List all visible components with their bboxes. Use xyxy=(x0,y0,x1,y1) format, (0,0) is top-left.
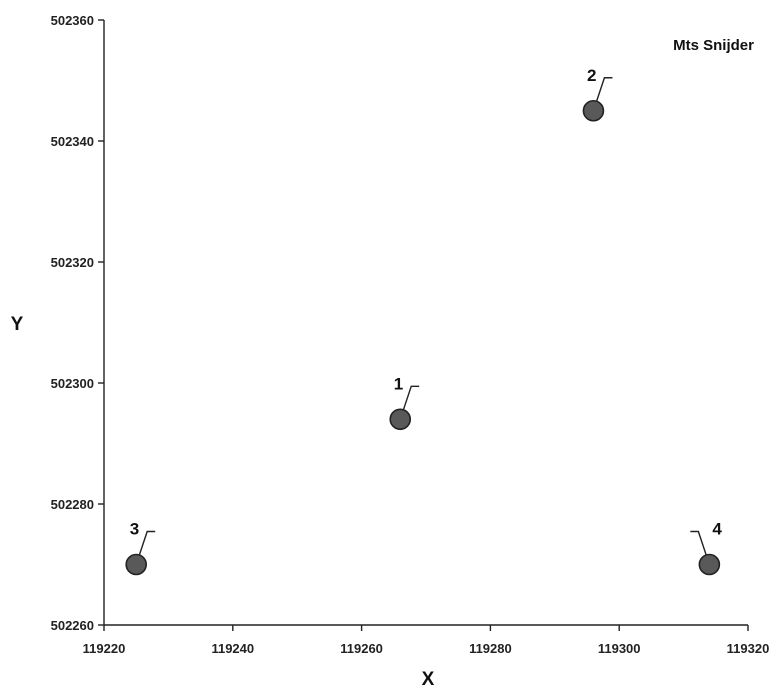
data-point-2 xyxy=(582,99,605,122)
x-tick-label: 119320 xyxy=(727,641,770,656)
y-tick-label: 502300 xyxy=(51,376,94,391)
y-tick-label: 502360 xyxy=(51,13,94,28)
x-tick-label: 119280 xyxy=(469,641,512,656)
point-label-1: 1 xyxy=(394,374,403,393)
x-axis-ticks: 119220 119240 119260 119280 119300 119320 xyxy=(83,625,770,656)
data-point-3 xyxy=(125,553,147,576)
y-tick-label: 502340 xyxy=(51,134,94,149)
x-axis-title: X xyxy=(422,669,435,689)
point-leader-line xyxy=(138,530,156,556)
x-tick-label: 119240 xyxy=(211,641,254,656)
y-tick-label: 502260 xyxy=(51,618,94,633)
point-leader-line xyxy=(402,385,420,411)
x-tick-label: 119220 xyxy=(83,641,126,656)
y-tick-label: 502280 xyxy=(51,497,94,512)
point-label-2: 2 xyxy=(587,66,596,85)
y-axis-ticks: 502260 502280 502300 502320 502340 502360 xyxy=(51,13,104,633)
chart-title: Mts Snijder xyxy=(673,37,754,54)
point-leader-line xyxy=(595,77,613,102)
data-points: 1 2 3 4 xyxy=(125,66,722,576)
x-tick-label: 119300 xyxy=(598,641,641,656)
x-tick-label: 119260 xyxy=(340,641,383,656)
point-label-4: 4 xyxy=(712,520,722,539)
point-label-3: 3 xyxy=(130,520,139,539)
data-point-1 xyxy=(389,408,412,431)
y-tick-label: 502320 xyxy=(51,255,94,270)
data-point-4 xyxy=(698,553,721,576)
point-leader-line xyxy=(690,530,708,556)
y-axis-title: Y xyxy=(11,314,24,335)
